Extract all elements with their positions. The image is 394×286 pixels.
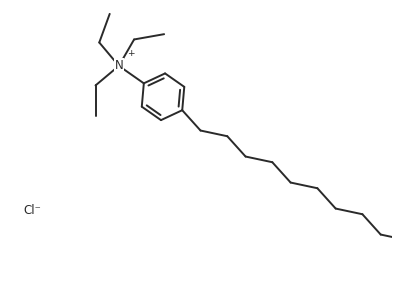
Text: N: N [115, 59, 123, 72]
Text: +: + [127, 49, 134, 58]
Text: Cl⁻: Cl⁻ [23, 204, 41, 217]
